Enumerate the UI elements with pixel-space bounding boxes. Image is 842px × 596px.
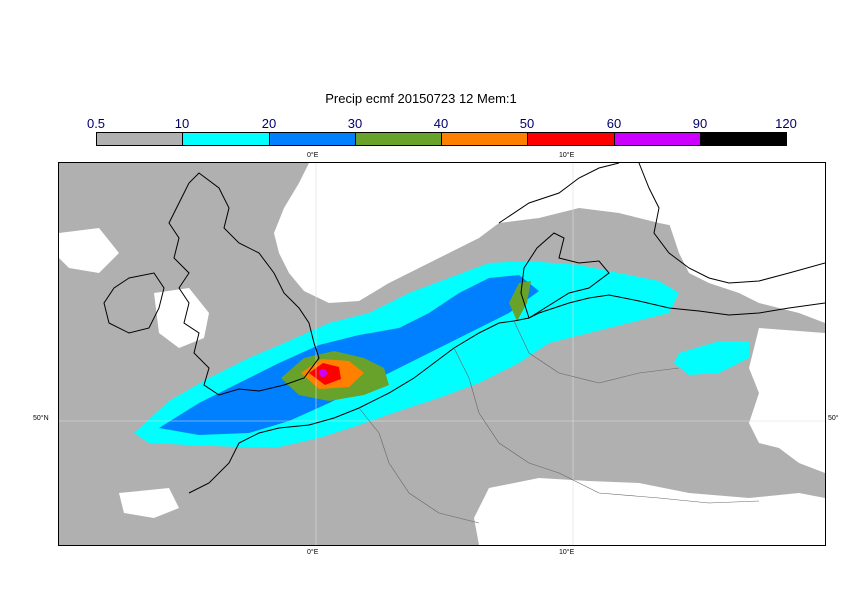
precip-band-60-90 [319,369,327,377]
precip-map [59,163,825,545]
precip-band-30-40-north [509,281,531,321]
legend-tick: 50 [519,116,535,131]
legend-tick: 60 [606,116,622,131]
dry-area-southwest [119,488,179,518]
legend-tick: 120 [775,116,797,131]
coastline-scandinavia [498,163,825,284]
dry-area-west [59,228,119,273]
coastline-ireland [103,272,165,334]
lon-label-bottom: 0°E [307,549,319,556]
legend-swatch-0 [97,133,184,145]
lon-label-bottom: 10°E [559,549,575,556]
legend-swatch-6 [614,133,701,145]
chart-title: Precip ecmf 20150723 12 Mem:1 [325,91,517,106]
legend-tick: 90 [692,116,708,131]
legend-tick: 40 [433,116,449,131]
color-legend-bar [96,132,787,146]
coastline-denmark [520,232,610,319]
legend-swatch-2 [269,133,356,145]
dry-area-alps [474,478,825,545]
legend-swatch-1 [183,133,270,145]
lon-label-top: 0°E [307,152,319,159]
dry-area-ireland [154,288,209,348]
dry-area-east [749,328,825,473]
dry-area-scandinavia [649,168,825,323]
legend-tick: 0.5 [86,116,106,131]
lon-label-top: 10°E [559,152,575,159]
precip-band-10-20-east [674,341,749,375]
legend-swatch-7 [700,133,786,145]
legend-tick: 10 [174,116,190,131]
legend-swatch-3 [355,133,442,145]
map-panel [58,162,826,546]
lat-label-right: 50° [828,415,839,422]
lat-label-left: 50°N [33,415,49,422]
legend-swatch-4 [442,133,529,145]
legend-tick: 20 [261,116,277,131]
coastline-britain [168,172,320,396]
legend-swatch-5 [528,133,615,145]
country-borders [358,320,760,524]
coastline-continent [188,294,825,494]
legend-tick: 30 [347,116,363,131]
